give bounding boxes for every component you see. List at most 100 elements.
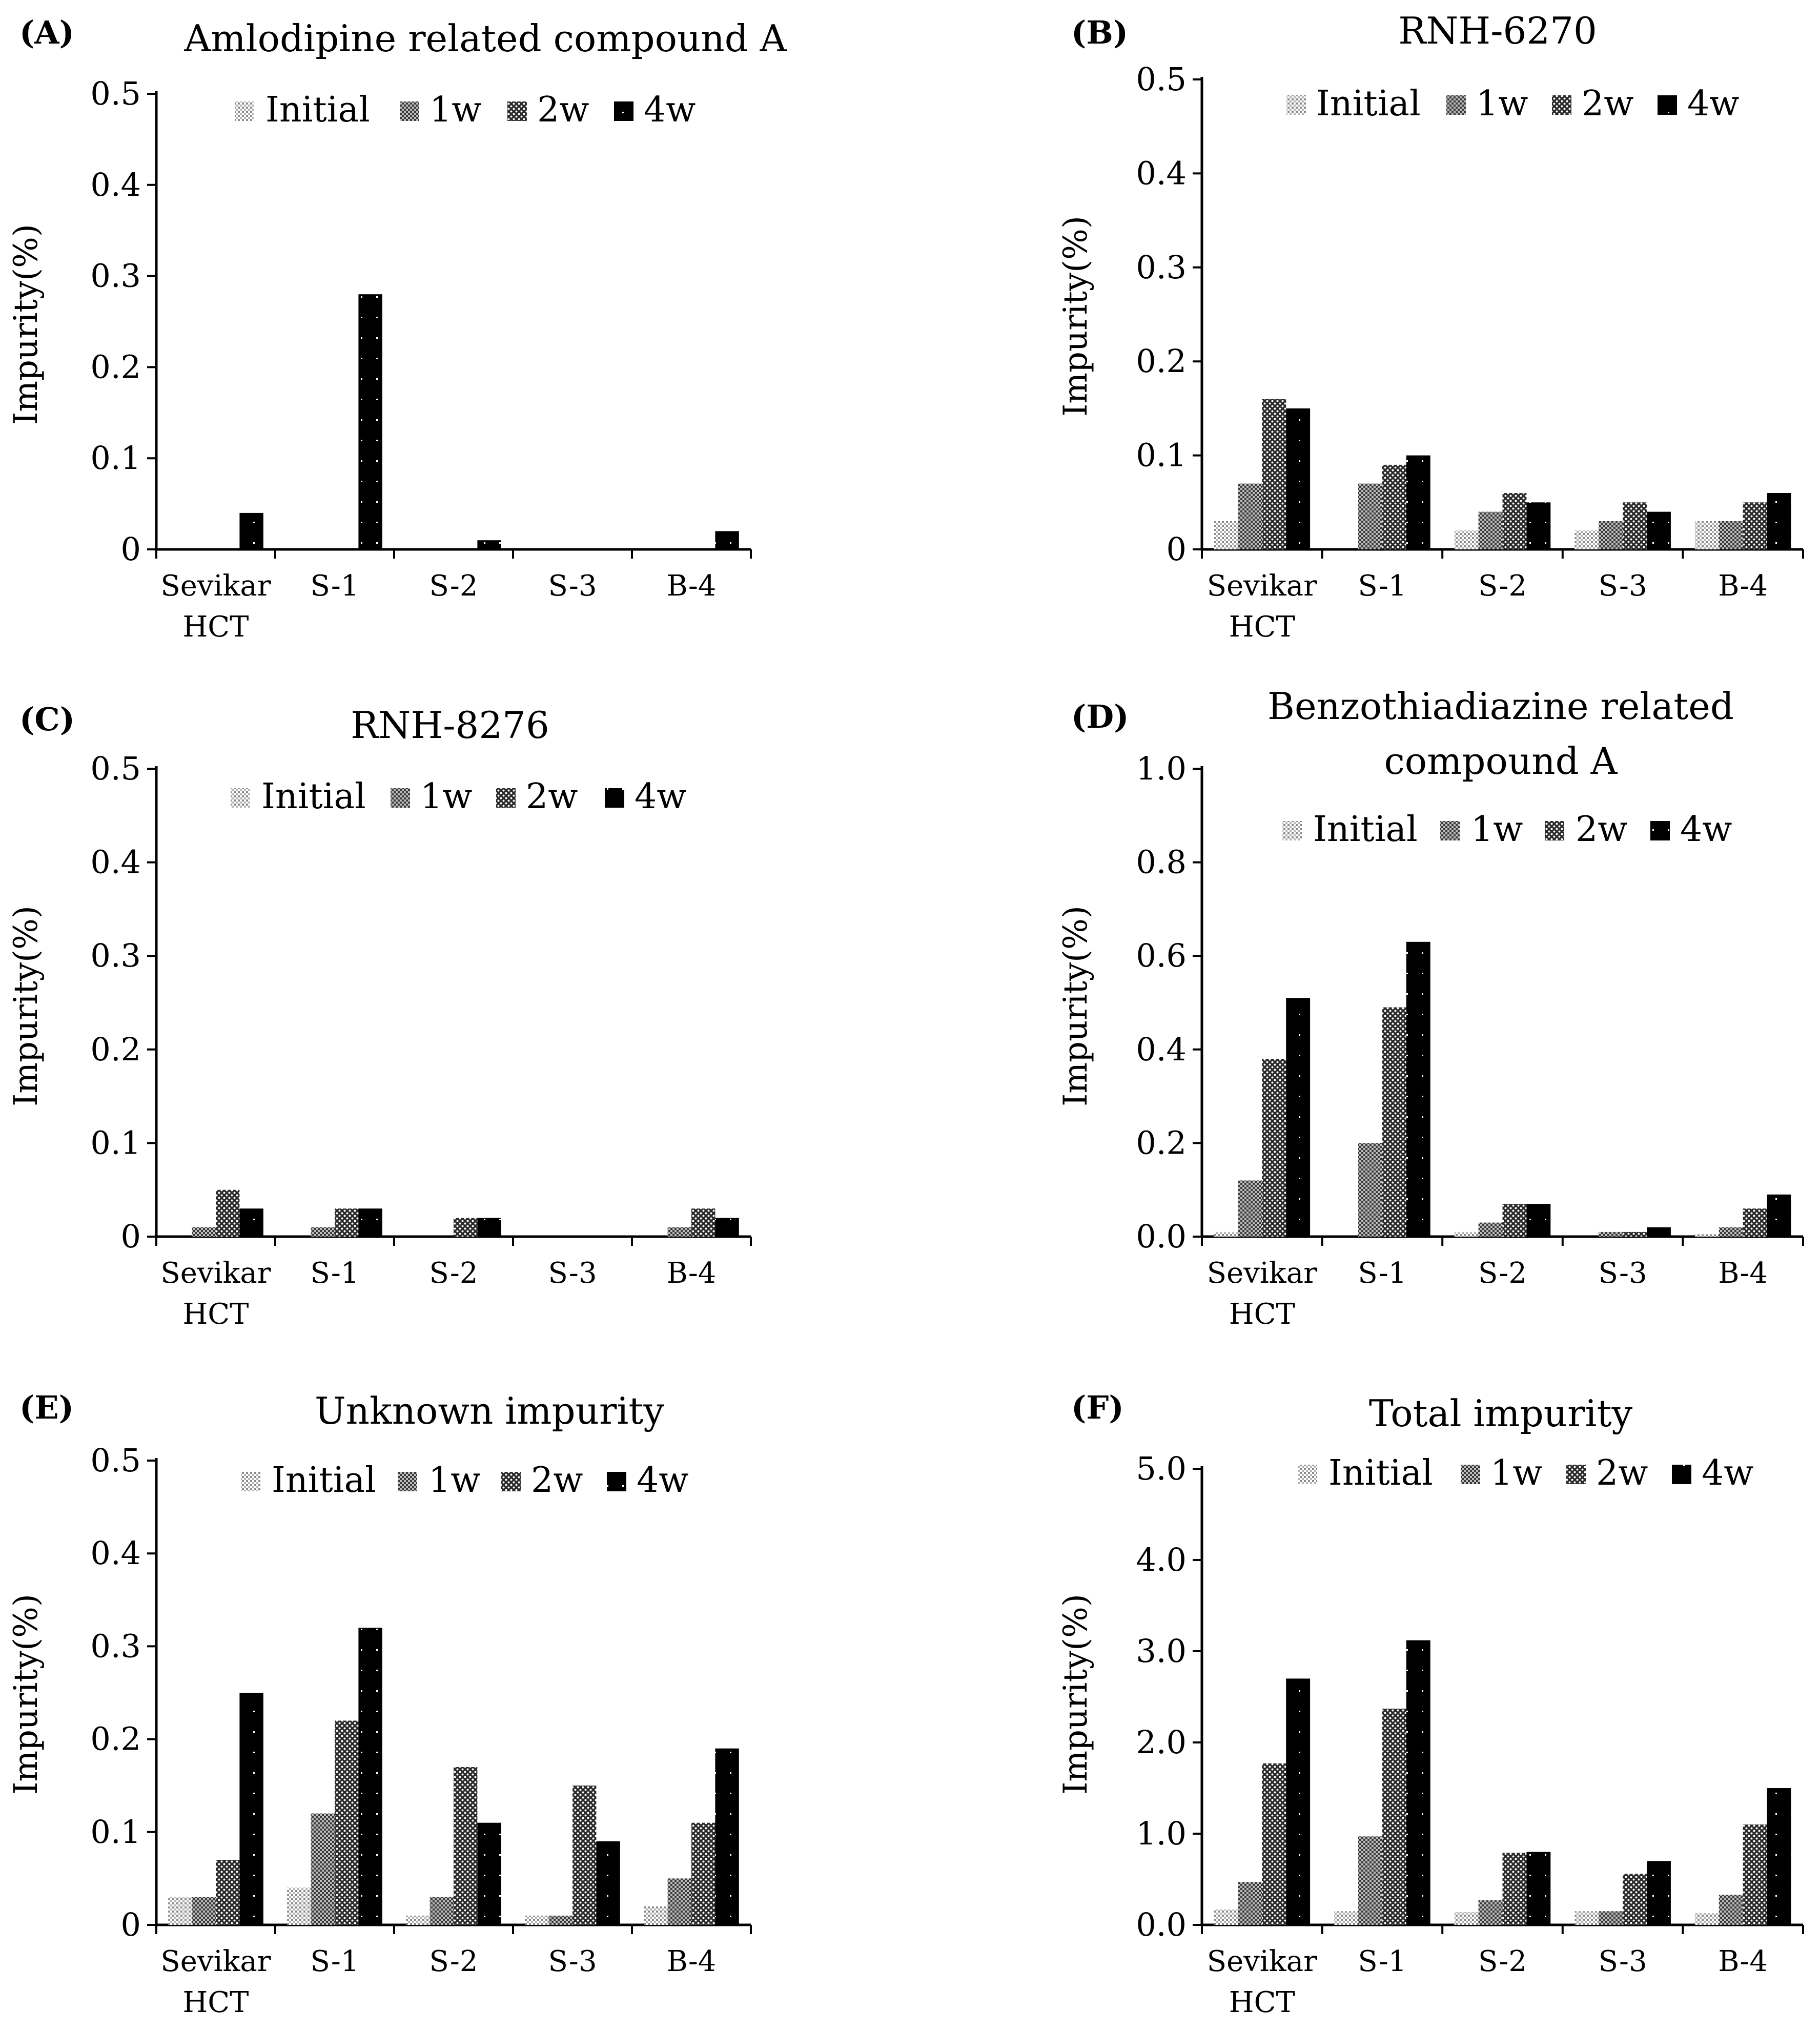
x-tick-label: HCT — [1229, 1986, 1295, 2019]
x-tick-label: HCT — [182, 1986, 249, 2019]
bar-initial — [644, 1906, 668, 1925]
bar-4w — [1286, 408, 1311, 549]
bar-1w — [1238, 1180, 1262, 1237]
panel-a: (A) Amlodipine related compound A Impuri… — [7, 14, 787, 644]
x-tick-label: Sevikar — [1207, 1945, 1317, 1978]
bar-4w — [1406, 1640, 1430, 1925]
y-tick-label: 0.4 — [90, 1534, 141, 1572]
bar-4w — [1406, 941, 1430, 1237]
y-tick-label: 0.2 — [90, 1720, 141, 1758]
bar-4w — [1767, 1788, 1791, 1925]
y-tick-label: 0.3 — [90, 1627, 141, 1665]
x-tick-label: HCT — [182, 1298, 249, 1331]
y-tick-label: 0.8 — [1136, 844, 1187, 881]
legend-label-4w: 4w — [1702, 1453, 1753, 1493]
bar-2w — [454, 1218, 478, 1237]
bar-1w — [1358, 1143, 1382, 1237]
bar-1w — [1478, 1222, 1503, 1237]
x-tick-label: S-2 — [1478, 569, 1527, 603]
bar-2w — [1623, 1874, 1647, 1925]
bar-1w — [1238, 483, 1262, 549]
panel-c-plot: 0 0.1 0.2 0.3 0.4 0.5 Sevikar HCT S-1 S-2 S-3 B-4 — [90, 750, 752, 1331]
y-tick-label: 3.0 — [1136, 1632, 1187, 1670]
legend-swatch-initial — [241, 1472, 260, 1491]
y-tick-label: 1.0 — [1136, 1815, 1187, 1852]
bar-2w — [1262, 399, 1286, 549]
bar-initial — [1214, 1231, 1238, 1237]
bar-initial — [525, 1915, 549, 1925]
bar-4w — [477, 1822, 501, 1925]
panel-f-title: Total impurity — [1369, 1392, 1633, 1435]
bar-1w — [1719, 1227, 1743, 1237]
bar-2w — [216, 1860, 240, 1925]
bar-2w — [1382, 1007, 1406, 1237]
y-tick-label: 0.0 — [1136, 1218, 1187, 1255]
x-tick-label: Sevikar — [160, 1257, 271, 1290]
bar-1w — [1599, 1231, 1623, 1237]
panel-b-label: (B) — [1071, 14, 1128, 51]
panel-b-plot: 0 0.1 0.2 0.3 0.4 0.5 Sevikar HCT S-1 S-2 S-3 B-4 — [1136, 60, 1804, 644]
y-tick-label: 0.5 — [1136, 60, 1187, 98]
bar-2w — [1502, 1853, 1527, 1925]
legend-swatch-initial — [235, 101, 254, 121]
panel-b-title: RNH-6270 — [1398, 9, 1597, 52]
bar-initial — [1454, 1231, 1479, 1237]
x-tick-label: S-1 — [311, 1257, 359, 1290]
legend-swatch-initial — [1286, 95, 1306, 115]
bar-4w — [358, 1628, 382, 1925]
x-tick-label: S-3 — [548, 1945, 597, 1978]
x-tick-label: S-3 — [1599, 569, 1647, 603]
bar-2w — [1623, 502, 1647, 549]
bar-1w — [1719, 1895, 1743, 1925]
x-tick-label: S-3 — [548, 569, 597, 603]
bar-4w — [1767, 493, 1791, 549]
bar-4w — [358, 294, 382, 549]
legend-swatch-1w — [400, 101, 419, 121]
y-tick-label: 0.4 — [90, 844, 141, 881]
legend-swatch-2w — [1552, 95, 1571, 115]
panel-d-plot: 0.0 0.2 0.4 0.6 0.8 1.0 Sevikar HCT S-1 S-2 S-3 B-4 — [1136, 750, 1804, 1331]
bar-2w — [1382, 1709, 1406, 1925]
bar-1w — [311, 1813, 335, 1925]
legend-swatch-2w — [507, 101, 527, 121]
panel-d-label: (D) — [1071, 698, 1129, 735]
y-tick-label: 0 — [121, 530, 141, 568]
bar-1w — [192, 1227, 216, 1237]
x-tick-label: S-3 — [1599, 1945, 1647, 1978]
panel-f-legend: Initial 1w 2w 4w — [1298, 1453, 1753, 1493]
y-tick-label: 5.0 — [1136, 1450, 1187, 1487]
panel-e-legend: Initial 1w 2w 4w — [241, 1460, 688, 1501]
legend-swatch-initial — [231, 788, 250, 808]
legend-label-initial: Initial — [1328, 1453, 1433, 1493]
bar-4w — [239, 1208, 263, 1237]
y-tick-label: 2.0 — [1136, 1723, 1187, 1761]
legend-label-initial: Initial — [272, 1460, 376, 1501]
panel-a-y-title: Impurity(%) — [7, 224, 45, 425]
legend-label-1w: 1w — [428, 1460, 480, 1501]
bar-2w — [572, 1785, 597, 1925]
panel-e-label: (E) — [19, 1389, 74, 1426]
legend-label-1w: 1w — [1471, 809, 1523, 850]
panel-d-legend: Initial 1w 2w 4w — [1282, 809, 1732, 850]
bar-initial — [1454, 530, 1479, 549]
legend-swatch-1w — [1440, 821, 1460, 840]
y-tick-label: 0.4 — [90, 166, 141, 203]
legend-label-2w: 2w — [1576, 809, 1627, 850]
bar-2w — [691, 1822, 715, 1925]
panel-c-legend: Initial 1w 2w 4w — [231, 776, 686, 817]
panel-c-title: RNH-8276 — [351, 704, 549, 747]
y-tick-label: 0.2 — [1136, 1124, 1187, 1161]
bar-2w — [1743, 1208, 1767, 1237]
bar-1w — [192, 1897, 216, 1925]
y-tick-label: 0.5 — [90, 750, 141, 787]
x-tick-label: HCT — [182, 610, 249, 644]
y-tick-label: 0.1 — [90, 439, 141, 477]
legend-swatch-1w — [1446, 95, 1466, 115]
legend-swatch-initial — [1298, 1465, 1317, 1484]
bar-4w — [239, 512, 263, 549]
x-tick-label: S-2 — [1478, 1257, 1527, 1290]
legend-swatch-initial — [1282, 821, 1302, 840]
bar-1w — [1599, 521, 1623, 549]
bar-2w — [691, 1208, 715, 1237]
